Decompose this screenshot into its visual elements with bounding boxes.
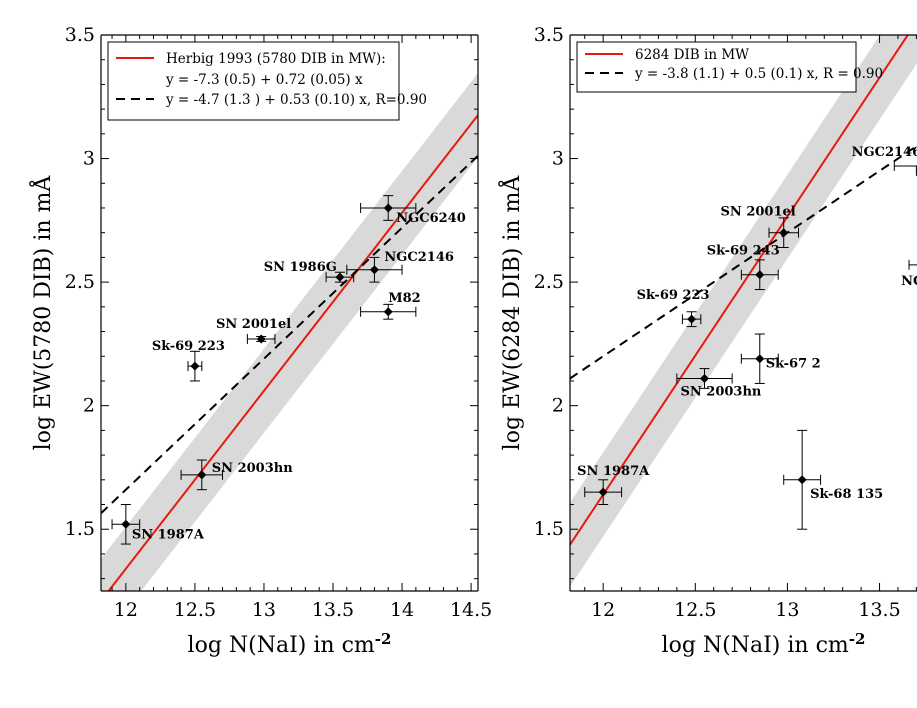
- data-marker: [700, 373, 710, 383]
- x-axis-label: log N(NaI) in cm-2: [662, 630, 866, 658]
- legend-entry: y = -7.3 (0.5) + 0.72 (0.05) x: [165, 72, 363, 88]
- point-label: SN 2003hn: [212, 461, 293, 476]
- data-point: SN 2001el: [216, 317, 291, 344]
- y-tick-label: 1.5: [534, 518, 564, 540]
- data-point: Sk-68 135: [783, 429, 883, 530]
- chart-left: 12 12.5 13 13.5 14 14.5 1.5 2 2.5 3 3.5 log N(NaI) …: [28, 24, 492, 658]
- y-tick-label: 1.5: [65, 518, 95, 540]
- fit-line-dashed: [570, 144, 917, 380]
- data-marker: [779, 228, 789, 238]
- x-tick-label: 12: [114, 599, 138, 621]
- x-tick-label: 14: [390, 599, 414, 621]
- y-tick-label: 3: [83, 148, 95, 170]
- data-marker: [369, 265, 379, 275]
- y-axis-label: log EW(6284 DIB) in mÅ: [497, 175, 525, 451]
- data-point: Sk-67 2: [740, 333, 821, 384]
- data-point: SN 2003hn: [676, 368, 762, 399]
- legend-entry: y = -4.7 (1.3 ) + 0.53 (0.10) x, R=0.90: [165, 92, 427, 108]
- data-marker: [383, 307, 393, 317]
- data-point: Sk-69 223: [152, 339, 225, 382]
- point-label: SN 2001el: [721, 205, 796, 220]
- data-point: NGC3256: [901, 259, 917, 289]
- legend: Herbig 1993 (5780 DIB in MW): y = -7.3 (0…: [107, 41, 427, 121]
- data-point: Sk-69 243: [707, 244, 780, 291]
- point-label: NGC6240: [396, 211, 466, 226]
- y-tick-label: 2.5: [65, 271, 95, 293]
- x-tick-label: 13: [775, 599, 799, 621]
- y-tick-label: 3.5: [65, 24, 95, 46]
- legend: 6284 DIB in MW y = -3.8 (1.1) + 0.5 (0.1)…: [576, 41, 883, 93]
- x-axis-label-superscript: -2: [849, 630, 866, 648]
- data-marker: [256, 334, 266, 344]
- y-tick-label: 2: [83, 395, 95, 417]
- point-label: SN 1987A: [577, 464, 650, 479]
- point-label: NGC2146: [384, 250, 454, 265]
- y-tick-label: 3.5: [534, 24, 564, 46]
- point-label: Sk-67 2: [766, 357, 821, 372]
- point-label: Sk-69 223: [637, 288, 710, 303]
- data-point: SN 1986G: [264, 260, 355, 283]
- data-marker: [335, 272, 345, 282]
- legend-entry: 6284 DIB in MW: [635, 47, 749, 63]
- point-label: Sk-68 135: [810, 487, 883, 502]
- fit-line-dashed: [101, 154, 478, 514]
- data-marker: [797, 475, 807, 485]
- x-axis-label-text: log N(NaI) in cm: [188, 633, 375, 658]
- x-axis-label-text: log N(NaI) in cm: [662, 633, 849, 658]
- data-marker: [755, 270, 765, 280]
- y-tick-label: 3: [552, 148, 564, 170]
- data-point: SN 2001el: [721, 205, 799, 249]
- x-axis-label: log N(NaI) in cm-2: [188, 630, 392, 658]
- data-marker: [598, 487, 608, 497]
- y-tick-label: 2.5: [534, 271, 564, 293]
- x-tick-label: 12.5: [174, 599, 216, 621]
- data-point: M82: [360, 291, 421, 320]
- data-marker: [383, 203, 393, 213]
- data-marker: [687, 314, 697, 324]
- point-label: SN 1986G: [264, 260, 337, 275]
- x-tick-label: 13.5: [858, 599, 900, 621]
- y-tick-label: 2: [552, 395, 564, 417]
- fit-line-red: [107, 114, 478, 591]
- legend-entry: y = -3.8 (1.1) + 0.5 (0.1) x, R = 0.90: [634, 66, 883, 82]
- fit-line-red: [570, 35, 909, 546]
- point-label: SN 2001el: [216, 317, 291, 332]
- data-point: M82: [915, 165, 917, 176]
- fit-lines: [570, 35, 917, 587]
- point-label: NGC3256: [901, 274, 917, 289]
- point-label: SN 1987A: [132, 527, 205, 542]
- data-point: SN 1987A: [111, 504, 205, 545]
- data-marker: [755, 354, 765, 364]
- data-point: Sk-69 223: [637, 288, 710, 328]
- x-tick-label: 13.5: [312, 599, 354, 621]
- point-label: NGC2146: [852, 145, 917, 160]
- fit-lines: [101, 73, 478, 591]
- data-point: NGC2146: [852, 145, 917, 171]
- x-tick-label: 12.5: [674, 599, 716, 621]
- point-label: SN 2003hn: [681, 384, 762, 399]
- data-point: NGC2146: [346, 250, 454, 283]
- data-point: SN 1987A: [577, 464, 650, 506]
- legend-box: [107, 41, 400, 121]
- fit-uncertainty-band: [101, 73, 478, 591]
- point-label: Sk-69 223: [152, 339, 225, 354]
- fit-uncertainty-band: [570, 35, 917, 587]
- legend-box: [576, 41, 857, 93]
- data-point: NGC6240: [360, 195, 466, 226]
- point-label: Sk-69 243: [707, 244, 780, 259]
- legend-entry: Herbig 1993 (5780 DIB in MW):: [166, 51, 386, 67]
- point-label: M82: [388, 291, 420, 306]
- x-tick-label: 14.5: [450, 599, 492, 621]
- y-axis-label: log EW(5780 DIB) in mÅ: [28, 175, 56, 451]
- data-marker: [197, 470, 207, 480]
- x-tick-label: 13: [252, 599, 276, 621]
- data-point: SN 2003hn: [180, 459, 293, 491]
- x-axis-label-superscript: -2: [375, 630, 392, 648]
- data-marker: [121, 519, 131, 529]
- x-tick-label: 12: [591, 599, 615, 621]
- data-marker: [190, 361, 200, 371]
